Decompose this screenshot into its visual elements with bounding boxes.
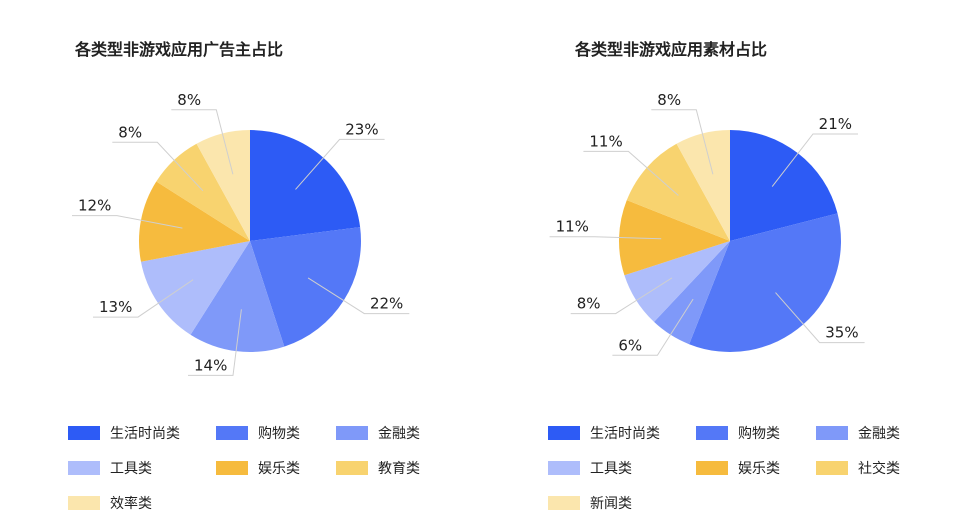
legend-swatch <box>216 461 248 475</box>
legend-label: 购物类 <box>258 426 300 442</box>
data-label: 8% <box>118 123 142 141</box>
legend-item: 娱乐类 <box>696 458 780 478</box>
legend-label: 娱乐类 <box>258 461 300 477</box>
legend-swatch <box>548 496 580 510</box>
legend-item: 金融类 <box>336 423 420 443</box>
pie-slice <box>624 241 730 322</box>
advertiser-share-chart: 各类型非游戏应用广告主占比 23% 22% 14% 13% 12% 8% 8% 生活时尚类 购… <box>68 40 420 513</box>
legend-label: 金融类 <box>378 426 420 442</box>
pie-slice <box>250 130 361 241</box>
data-label: 21% <box>819 115 852 133</box>
data-label: 11% <box>556 218 589 236</box>
data-label: 23% <box>345 120 378 138</box>
legend-swatch <box>548 426 580 440</box>
pie-slice <box>190 241 285 353</box>
legend-swatch <box>68 461 100 475</box>
legend-item: 娱乐类 <box>216 458 300 478</box>
data-label: 6% <box>618 336 642 354</box>
creative-share-chart: 各类型非游戏应用素材占比 21% 35% 6% 8% 11% 11% 8% 生活时尚类 购物类… <box>480 0 960 532</box>
legend-swatch <box>816 461 848 475</box>
legend-label: 生活时尚类 <box>590 426 660 442</box>
legend-label: 生活时尚类 <box>110 426 180 442</box>
legend-label: 效率类 <box>110 496 152 512</box>
leader-line <box>775 292 865 344</box>
leader-line <box>307 277 410 315</box>
data-label: 8% <box>657 91 681 109</box>
legend-item: 生活时尚类 <box>548 423 660 443</box>
legend-item: 效率类 <box>68 493 152 513</box>
legend-item: 金融类 <box>816 423 900 443</box>
leader-line <box>93 279 194 318</box>
leader-line <box>771 133 858 187</box>
pie-slice <box>676 130 730 241</box>
data-label: 13% <box>99 298 132 316</box>
data-label: 8% <box>577 295 601 313</box>
leader-line <box>612 298 694 356</box>
pie-slice <box>689 213 841 353</box>
legend-label: 社交类 <box>858 461 900 477</box>
leader-line <box>549 236 662 240</box>
pie-slice <box>196 130 250 241</box>
pie-slice <box>250 227 361 347</box>
pie-slice <box>139 181 250 262</box>
legend-item: 工具类 <box>68 458 152 478</box>
pie-slice <box>626 143 730 241</box>
pie-chart: 23% 22% 14% 13% 12% 8% 8% <box>72 91 410 376</box>
legend-item: 新闻类 <box>548 493 632 513</box>
legend-swatch <box>696 461 728 475</box>
pie-slice <box>140 241 250 335</box>
leader-line <box>171 109 234 175</box>
legend-swatch <box>696 426 728 440</box>
legend-item: 购物类 <box>696 423 780 443</box>
data-label: 22% <box>370 295 403 313</box>
pie-slice <box>654 241 730 345</box>
legend-item: 社交类 <box>816 458 900 478</box>
legend-label: 娱乐类 <box>738 461 780 477</box>
legend-label: 金融类 <box>858 426 900 442</box>
legend-swatch <box>216 426 248 440</box>
pie-slice <box>730 130 838 241</box>
legend-swatch <box>816 426 848 440</box>
data-label: 12% <box>78 197 111 215</box>
legend-item: 工具类 <box>548 458 632 478</box>
legend-swatch <box>68 426 100 440</box>
legend-label: 新闻类 <box>590 496 632 512</box>
pie-slice <box>156 143 250 241</box>
leader-line <box>570 277 673 315</box>
data-label: 14% <box>194 356 227 374</box>
legend-item: 教育类 <box>336 458 420 478</box>
legend-item: 生活时尚类 <box>68 423 180 443</box>
legend-swatch <box>336 426 368 440</box>
chart-title: 各类型非游戏应用素材占比 <box>575 40 768 59</box>
leader-line <box>583 150 679 196</box>
data-label: 11% <box>589 132 622 150</box>
leader-line <box>112 141 204 192</box>
data-label: 35% <box>825 324 858 342</box>
leader-line <box>651 109 714 175</box>
leader-line <box>72 215 183 229</box>
legend-label: 购物类 <box>738 426 780 442</box>
chart-title: 各类型非游戏应用广告主占比 <box>75 40 284 59</box>
legend-item: 购物类 <box>216 423 300 443</box>
legend-label: 教育类 <box>378 461 420 477</box>
data-label: 8% <box>177 91 201 109</box>
legend-swatch <box>548 461 580 475</box>
legend-swatch <box>336 461 368 475</box>
legend-label: 工具类 <box>110 461 152 477</box>
pie-chart: 21% 35% 6% 8% 11% 11% 8% <box>549 91 865 356</box>
leader-line <box>295 138 385 190</box>
legend-label: 工具类 <box>590 461 632 477</box>
legend-swatch <box>68 496 100 510</box>
leader-line <box>188 309 242 376</box>
pie-slice <box>618 200 730 276</box>
